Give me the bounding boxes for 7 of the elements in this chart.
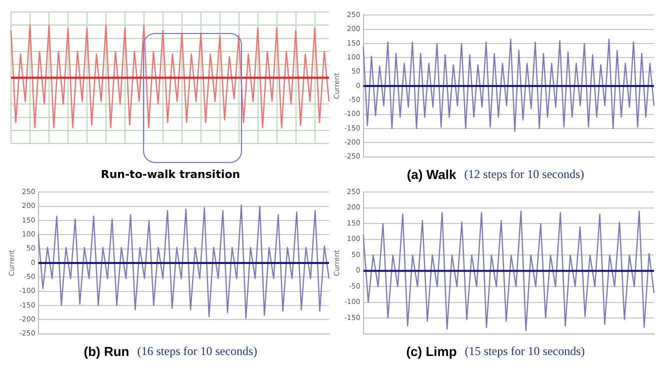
text: (12 steps for 10 seconds) [464, 167, 584, 182]
text: (15 steps for 10 seconds) [464, 344, 585, 359]
text: (c) Limp [406, 344, 457, 359]
text: Run-to-walk transition [100, 168, 240, 181]
text: (b) Run [84, 344, 130, 359]
text: (a) Walk [406, 167, 456, 182]
text: (16 steps for 10 seconds) [137, 344, 258, 359]
